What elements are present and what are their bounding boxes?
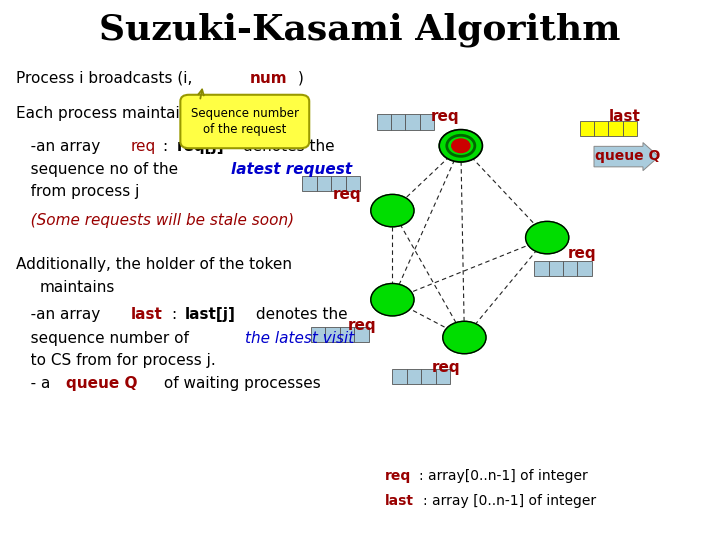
Text: Process i broadcasts (i,: Process i broadcasts (i, (16, 71, 197, 86)
Text: Sequence number
of the request: Sequence number of the request (191, 107, 299, 136)
Text: -an array: -an array (16, 139, 105, 154)
Circle shape (439, 130, 482, 162)
Text: queue Q: queue Q (66, 376, 138, 391)
Circle shape (371, 284, 414, 316)
Bar (392, 369, 407, 384)
Text: req: req (131, 139, 156, 154)
Bar (325, 327, 340, 342)
Text: Additionally, the holder of the token: Additionally, the holder of the token (16, 257, 292, 272)
Bar (346, 176, 360, 191)
FancyArrow shape (594, 143, 659, 171)
Bar (302, 176, 317, 191)
Text: from process j: from process j (16, 184, 139, 199)
Bar (340, 327, 354, 342)
Text: req: req (431, 109, 459, 124)
Text: ): ) (298, 71, 304, 86)
Bar (580, 121, 594, 136)
Text: req: req (385, 469, 411, 483)
Bar (331, 176, 346, 191)
Text: last[j]: last[j] (185, 307, 235, 322)
Circle shape (443, 321, 486, 354)
Bar (391, 114, 405, 130)
Bar (405, 114, 420, 130)
Text: the latest visit: the latest visit (246, 330, 354, 346)
Text: sequence number of: sequence number of (16, 330, 194, 346)
Bar (436, 369, 450, 384)
Bar (407, 369, 421, 384)
Text: Suzuki-Kasami Algorithm: Suzuki-Kasami Algorithm (99, 12, 621, 47)
Text: :: : (172, 307, 182, 322)
Text: req: req (567, 246, 596, 261)
Bar (534, 261, 549, 276)
Text: Each process maintains: Each process maintains (16, 106, 197, 121)
Bar (594, 121, 608, 136)
Text: last: last (608, 109, 640, 124)
Text: :: : (163, 139, 174, 154)
Text: num: num (250, 71, 287, 86)
Bar (549, 261, 563, 276)
Text: to CS from for process j.: to CS from for process j. (16, 353, 215, 368)
Text: denotes the: denotes the (238, 139, 334, 154)
Circle shape (371, 194, 414, 227)
Circle shape (526, 221, 569, 254)
Text: last: last (131, 307, 163, 322)
Bar (420, 114, 434, 130)
Text: req: req (348, 318, 377, 333)
Text: req: req (333, 187, 361, 202)
Bar (421, 369, 436, 384)
Bar (623, 121, 637, 136)
Text: - a: - a (16, 376, 55, 391)
Text: denotes the: denotes the (251, 307, 347, 322)
Text: (Some requests will be stale soon): (Some requests will be stale soon) (16, 213, 294, 228)
Text: req[j]: req[j] (176, 139, 224, 154)
Text: last: last (385, 494, 414, 508)
Bar (354, 327, 369, 342)
Bar (317, 176, 331, 191)
Bar (377, 114, 391, 130)
Text: : array [0..n-1] of integer: : array [0..n-1] of integer (423, 494, 595, 508)
Bar (311, 327, 325, 342)
Text: of waiting processes: of waiting processes (158, 376, 320, 391)
Bar (577, 261, 592, 276)
Bar (608, 121, 623, 136)
Bar (563, 261, 577, 276)
Text: sequence no of the: sequence no of the (16, 162, 183, 177)
Text: -an array: -an array (16, 307, 105, 322)
Text: : array[0..n-1] of integer: : array[0..n-1] of integer (419, 469, 588, 483)
Text: queue Q: queue Q (595, 148, 660, 163)
Text: req: req (432, 360, 461, 375)
Text: latest request: latest request (231, 162, 353, 177)
FancyBboxPatch shape (181, 95, 310, 148)
Text: maintains: maintains (40, 280, 115, 295)
Circle shape (451, 139, 470, 153)
